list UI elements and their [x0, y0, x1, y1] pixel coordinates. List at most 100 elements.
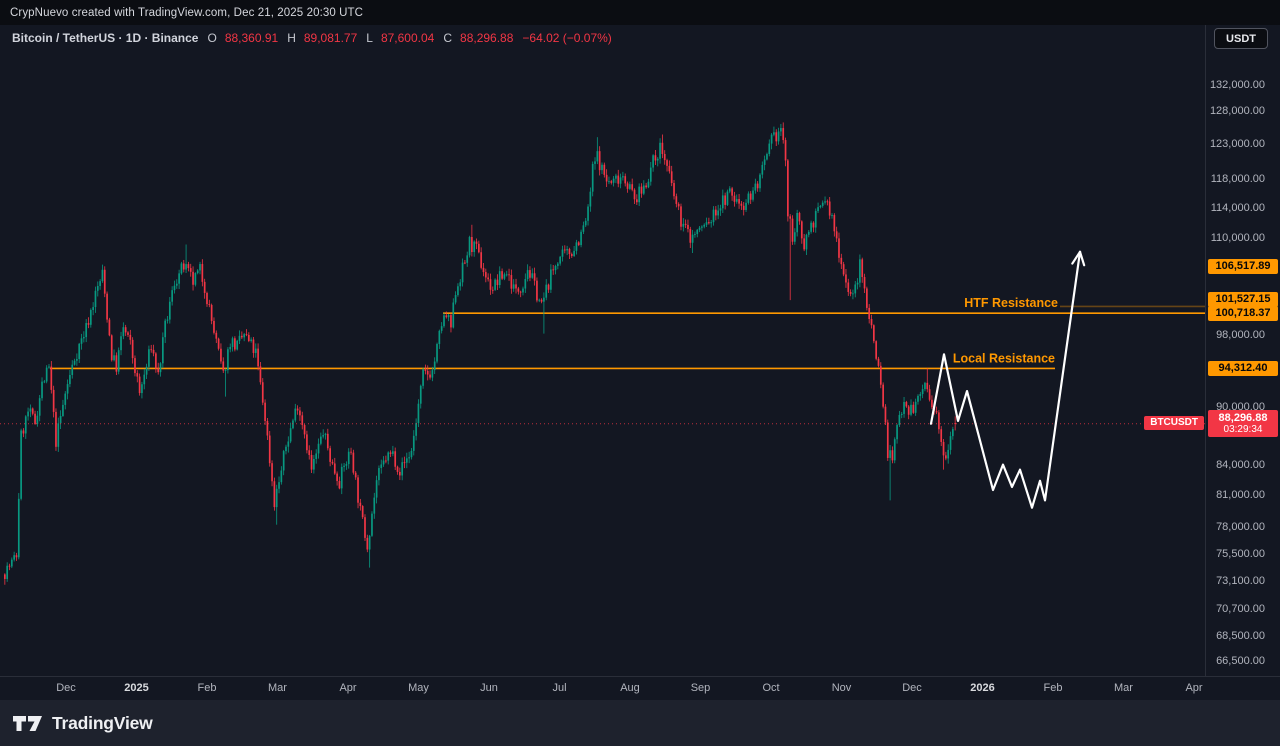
candle — [366, 534, 369, 553]
candle — [642, 180, 645, 196]
candle — [254, 343, 257, 358]
candle — [503, 272, 506, 281]
candle — [787, 159, 789, 222]
candle — [155, 352, 157, 373]
candle — [726, 189, 729, 206]
candle — [805, 233, 808, 255]
candle — [705, 217, 708, 227]
candle — [129, 329, 132, 345]
candle — [798, 211, 801, 225]
time-axis[interactable]: Dec 2025 Feb Mar Apr May Jun Jul Aug Sep Oct Nov Dec… — [0, 676, 1280, 701]
candle — [498, 266, 501, 289]
candle — [8, 563, 11, 571]
chart-area[interactable]: HTF Resistance Local Resistance Bitcoin /… — [0, 25, 1280, 700]
candle — [482, 263, 485, 277]
candle — [928, 384, 931, 402]
candle — [17, 493, 20, 560]
candle — [698, 225, 701, 233]
candle — [949, 431, 952, 455]
candle — [740, 201, 743, 210]
month-label: Mar — [268, 682, 287, 694]
symbol-title[interactable]: Bitcoin / TetherUS · 1D · Binance — [12, 31, 199, 45]
candle — [252, 336, 255, 358]
candle — [633, 188, 636, 204]
candle — [793, 228, 796, 245]
candle — [501, 268, 503, 281]
candle — [728, 186, 731, 194]
candle — [350, 447, 352, 455]
candle — [175, 279, 178, 289]
price-axis[interactable]: 132,000.00 128,000.00 123,000.00 118,000.00… — [1205, 25, 1280, 676]
candle — [738, 194, 740, 209]
countdown: 03:29:34 — [1223, 423, 1263, 435]
candle — [512, 279, 515, 292]
candle — [148, 345, 150, 371]
candle — [208, 299, 211, 308]
candle — [591, 161, 594, 197]
candle — [101, 264, 104, 283]
candle — [206, 291, 208, 307]
candle — [131, 337, 134, 364]
candle — [912, 401, 915, 414]
candle — [508, 268, 510, 281]
candle — [412, 430, 415, 456]
candle — [556, 262, 559, 270]
candle — [27, 407, 29, 421]
candle — [852, 289, 854, 300]
price-tick: 123,000.00 — [1209, 138, 1265, 151]
candle — [652, 154, 654, 172]
candle — [261, 378, 264, 406]
candle — [310, 450, 313, 474]
candle — [236, 339, 239, 351]
candle — [859, 254, 861, 288]
candle — [168, 297, 171, 324]
price-tick: 70,700.00 — [1216, 603, 1265, 616]
projection-arrow — [929, 250, 1086, 509]
candle — [914, 398, 917, 416]
candlestick-plot[interactable]: HTF Resistance Local Resistance — [0, 25, 1280, 700]
candle — [222, 357, 225, 373]
candle — [689, 226, 692, 249]
candle — [108, 317, 111, 337]
candle — [489, 273, 492, 295]
candle — [217, 337, 220, 351]
candle — [103, 266, 106, 298]
candle — [454, 291, 457, 305]
candle — [484, 268, 487, 283]
candle — [766, 152, 768, 161]
candle — [36, 410, 39, 427]
candle — [294, 403, 297, 423]
candle — [666, 158, 668, 172]
candle — [24, 415, 27, 439]
candle — [82, 331, 85, 343]
price-badge-current: 88,296.88 03:29:34 — [1208, 410, 1278, 438]
candle — [547, 283, 550, 293]
candle — [257, 343, 259, 371]
candle — [138, 373, 141, 396]
currency-toggle-button[interactable]: USDT — [1214, 28, 1268, 49]
candle — [431, 366, 434, 382]
price-tick: 110,000.00 — [1210, 232, 1265, 245]
candle — [612, 176, 615, 187]
candle — [459, 279, 462, 291]
candle — [299, 406, 301, 421]
ohlc-high: H 89,081.77 — [287, 31, 358, 45]
tradingview-logo-link[interactable]: TradingView — [13, 713, 153, 734]
month-label: Feb — [197, 682, 217, 694]
candle — [638, 183, 641, 207]
candle — [598, 146, 601, 176]
candle — [196, 269, 199, 275]
symbol-info-bar[interactable]: Bitcoin / TetherUS · 1D · Binance O 88,36… — [12, 29, 612, 47]
candle — [322, 429, 325, 439]
candle — [905, 400, 908, 408]
price-tick: 75,500.00 — [1216, 548, 1265, 561]
candle — [361, 505, 364, 520]
candle — [675, 193, 678, 208]
candle — [670, 165, 673, 187]
candle — [45, 365, 48, 384]
candle — [796, 209, 799, 237]
candle — [907, 404, 910, 420]
candle — [594, 157, 596, 170]
candle — [891, 446, 894, 464]
candle — [886, 419, 889, 461]
